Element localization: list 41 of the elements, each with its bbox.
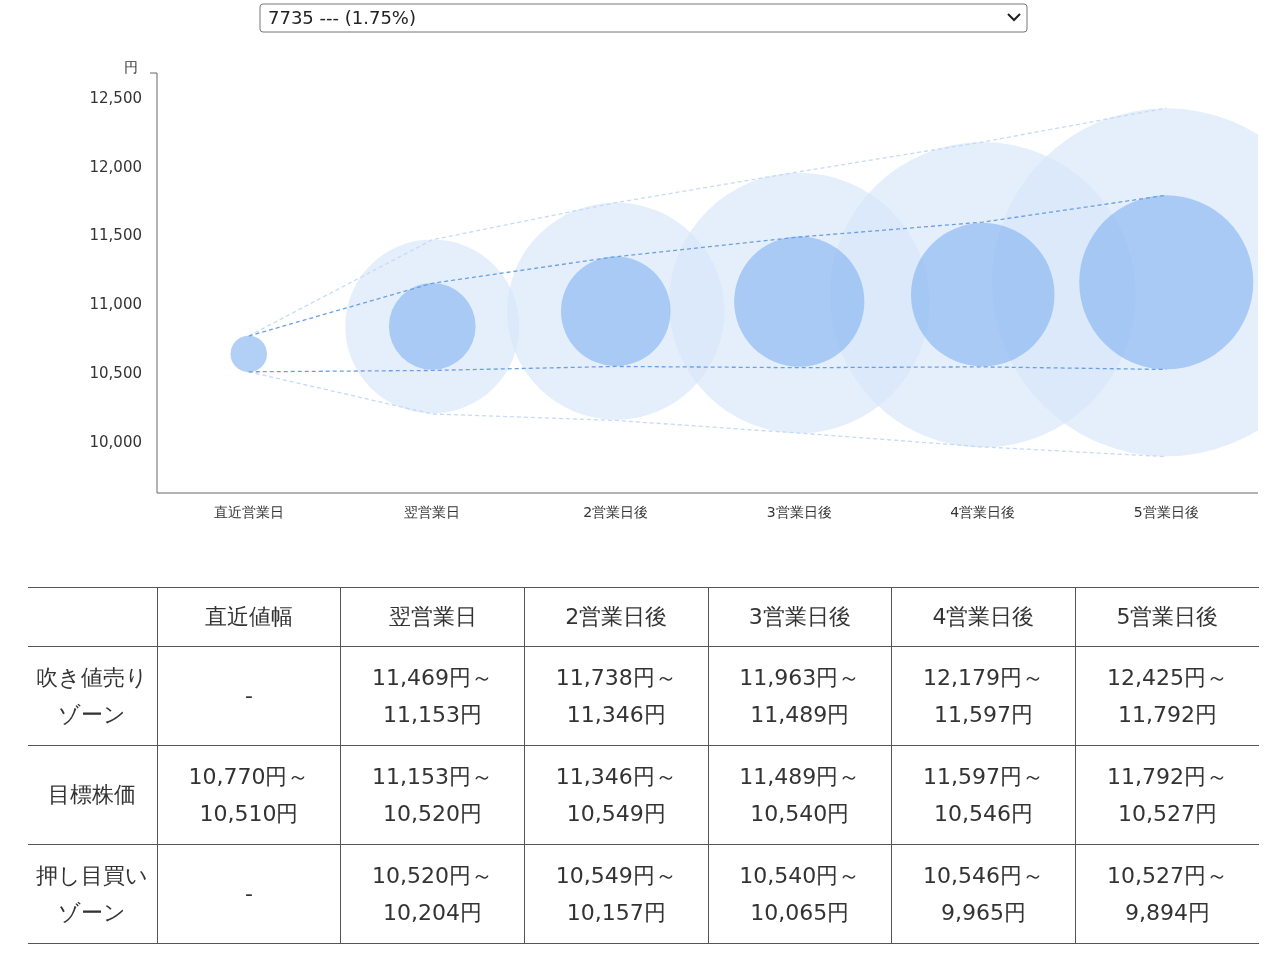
data-label: 11,346円～10,549円 [524, 745, 709, 845]
x-tick-label: 3営業日後 [766, 504, 832, 520]
data-label: 11,489円～10,540円 [708, 745, 892, 845]
data-label: 11,792円～10,527円 [1075, 745, 1259, 845]
text: 11,738円～11,346円 [524, 646, 709, 746]
category-label: 2営業日後 [565, 604, 668, 630]
y-tick-label: 11,000 [89, 295, 142, 314]
text: - [157, 646, 341, 746]
data-label: 11,597円～10,546円 [891, 745, 1076, 845]
category-label: 4営業日後 [932, 604, 1035, 630]
category-label: 5営業日後 [1116, 604, 1219, 630]
data-label: 10,770円～10,510円 [157, 745, 341, 845]
chart-title: 7735 --- (1.75%) [268, 7, 416, 28]
x-tick-label: 直近営業日 [213, 504, 284, 520]
y-tick-label: 10,500 [89, 364, 142, 383]
y-axis-title: 円 [124, 59, 138, 75]
text: 吹き値売りゾーン [28, 646, 158, 746]
text: 12,425円～11,792円 [1075, 646, 1259, 746]
y-tick-label: 11,500 [89, 226, 142, 245]
text: 押し目買いゾーン [28, 844, 158, 944]
x-tick-label: 4営業日後 [950, 504, 1016, 520]
x-tick-label: 2営業日後 [583, 504, 649, 520]
y-tick-label: 12,500 [89, 88, 142, 107]
x-tick-label: 翌営業日 [404, 504, 461, 520]
text: 11,469円～11,153円 [340, 646, 525, 746]
text: 直近値幅 [157, 587, 341, 647]
y-tick-label: 10,000 [89, 433, 142, 452]
text: 10,540円～10,065円 [708, 844, 892, 944]
text: - [157, 844, 341, 944]
text: 目標株価 [28, 745, 158, 845]
y-tick-label: 12,000 [89, 157, 142, 176]
text: 10,549円～10,157円 [524, 844, 709, 944]
text: 10,527円～9,894円 [1075, 844, 1259, 944]
category-label: 3営業日後 [748, 604, 851, 630]
text: 10,520円～10,204円 [340, 844, 525, 944]
text: 10,546円～9,965円 [891, 844, 1076, 944]
text: 11,963円～11,489円 [708, 646, 892, 746]
data-label: 11,153円～10,520円 [340, 745, 525, 845]
x-tick-label: 5営業日後 [1133, 504, 1199, 520]
text: 12,179円～11,597円 [891, 646, 1076, 746]
category-label: 翌営業日 [388, 604, 477, 630]
